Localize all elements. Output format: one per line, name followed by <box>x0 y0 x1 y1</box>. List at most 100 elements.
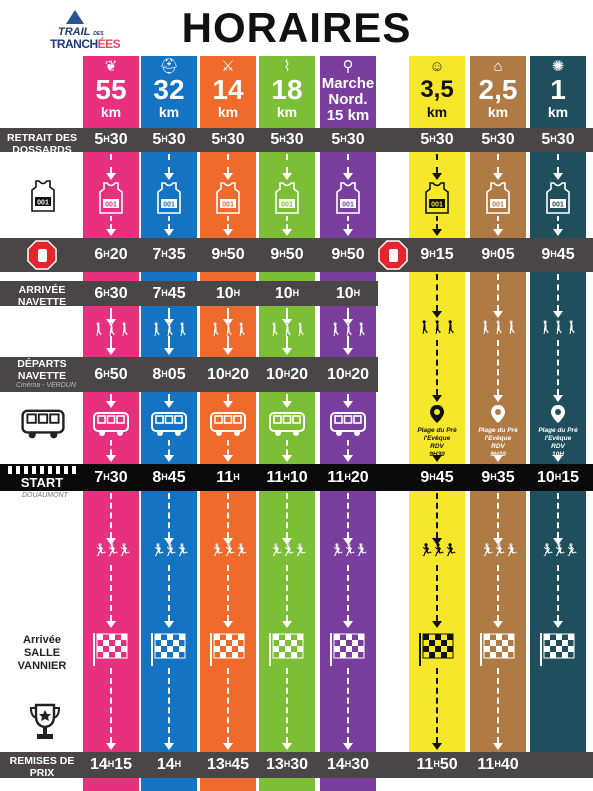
dashed-arrow <box>436 340 438 395</box>
dashed-arrow <box>168 154 170 173</box>
bib-icon: 001 <box>424 182 450 214</box>
arrowhead-icon <box>282 401 292 408</box>
remises-time-2: 13H45 <box>206 756 250 773</box>
dashed-arrow <box>286 493 288 538</box>
column-unit: km <box>217 104 239 120</box>
arrowhead-icon <box>553 229 563 236</box>
dashed-arrow <box>168 336 170 348</box>
arrowhead-icon <box>106 743 116 750</box>
column-header-c35: ☺ 3,5 km <box>409 56 465 126</box>
arrowhead-icon <box>553 311 563 318</box>
departs-navette-time-3: 10H20 <box>265 365 309 383</box>
column-distance: 3,5 <box>420 76 454 103</box>
finish-flag-icon <box>417 632 457 666</box>
arrowhead-icon <box>164 621 174 628</box>
arrowhead-icon <box>432 621 442 628</box>
side-bus-icon <box>20 407 66 441</box>
arrowhead-icon <box>106 319 116 326</box>
dashed-arrow <box>227 493 229 538</box>
arrowhead-icon <box>164 173 174 180</box>
column-distance-line: 15 km <box>326 107 370 124</box>
svg-text:001: 001 <box>552 202 564 209</box>
stop-time-7: 9H45 <box>541 246 575 263</box>
runners-icon: 🏃🏃🏃 <box>151 543 190 557</box>
runners-icon: 🏃🏃🏃 <box>269 543 308 557</box>
arrowhead-icon <box>432 538 442 545</box>
column-header-c25: ⌂ 2,5 km <box>470 56 526 126</box>
arrowhead-icon <box>343 348 353 355</box>
walkers-icon: 🚶🚶🚶 <box>417 320 459 334</box>
arrowhead-icon <box>553 455 563 462</box>
bib-icon: 001 <box>274 182 300 214</box>
column-distance: 1 <box>550 74 566 105</box>
departs-navette-time-0: 6H50 <box>94 365 128 383</box>
dashed-arrow <box>497 668 499 743</box>
logo-line1: TRAIL DES <box>58 26 104 38</box>
meeting-point-time: 10H <box>552 451 564 458</box>
column-distance: 18 <box>271 74 303 105</box>
runners-icon: 🏃🏃🏃 <box>540 543 579 557</box>
dashed-arrow <box>436 493 438 538</box>
pigeon-icon: ❦ <box>104 58 118 75</box>
bus-icon <box>209 410 247 438</box>
bib-icon: 001 <box>335 182 361 214</box>
walkers-icon: 🚶🚶🚶 <box>538 320 580 334</box>
column-unit: km <box>100 104 122 120</box>
stop-hand-icon <box>378 240 408 270</box>
retrait-time-4: 5H30 <box>331 131 365 148</box>
meeting-point-rdv: RDV <box>551 443 565 450</box>
arrowhead-icon <box>343 229 353 236</box>
page-title: HORAIRES <box>181 4 412 51</box>
arrowhead-icon <box>223 401 233 408</box>
dashed-arrow <box>110 216 112 229</box>
arrowhead-icon <box>223 348 233 355</box>
dashed-arrow <box>168 565 170 621</box>
map-pin-icon <box>550 404 566 429</box>
arrowhead-icon <box>343 538 353 545</box>
remises-time-4: 14H30 <box>326 756 370 773</box>
depart-band <box>0 357 378 392</box>
departs-navette-time-4: 10H20 <box>326 365 370 383</box>
dashed-arrow <box>110 493 112 538</box>
arrowhead-icon <box>343 455 353 462</box>
arrowhead-icon <box>493 173 503 180</box>
dashed-arrow <box>557 565 559 621</box>
dashed-arrow <box>110 154 112 173</box>
dashed-arrow <box>497 340 499 395</box>
start-time-5: 9H45 <box>420 468 454 486</box>
arrowhead-icon <box>493 621 503 628</box>
runners-icon: 🏃🏃🏃 <box>93 543 132 557</box>
bib-icon: 001 <box>485 182 511 214</box>
retrait-time-1: 5H30 <box>152 131 186 148</box>
departs-navette-sublabel: Cinéma - VERDUN <box>16 382 76 389</box>
meeting-point-text: Plage du Pré l'Evêque RDV 9H30 <box>407 427 467 459</box>
dashed-arrow <box>347 308 349 319</box>
dashed-arrow <box>557 216 559 229</box>
dashed-arrow <box>347 154 349 173</box>
dashed-arrow <box>110 440 112 455</box>
dashed-arrow <box>347 216 349 229</box>
arrowhead-icon <box>164 538 174 545</box>
start-time-4: 11H20 <box>327 468 369 486</box>
meeting-point-rdv: RDV <box>491 443 505 450</box>
departs-navette-label: DÉPARTS NAVETTE <box>17 358 67 382</box>
navette-band <box>0 281 378 306</box>
arrowhead-icon <box>343 743 353 750</box>
column-unit: km <box>547 104 569 120</box>
departs-navette-time-1: 8H05 <box>152 365 186 383</box>
walkers-icon: 🚶🚶🚶 <box>478 320 520 334</box>
mountain-logo-icon <box>66 10 84 24</box>
child-helmet-icon: ☺ <box>429 58 445 75</box>
column-unit: km <box>426 104 448 120</box>
arrowhead-icon <box>282 319 292 326</box>
stop-time-1: 7H35 <box>152 246 186 263</box>
finish-flag-icon <box>208 632 248 666</box>
dashed-arrow <box>436 668 438 743</box>
trench-icon: ⌇ <box>283 58 291 75</box>
arrowhead-icon <box>223 743 233 750</box>
remises-time-5: 11H50 <box>416 756 458 773</box>
arrivee-navette-time-3: 10H <box>274 284 300 302</box>
dashed-arrow <box>436 274 438 311</box>
side-bib-icon: 001 <box>30 180 56 212</box>
runners-icon: 🏃🏃🏃 <box>330 543 369 557</box>
